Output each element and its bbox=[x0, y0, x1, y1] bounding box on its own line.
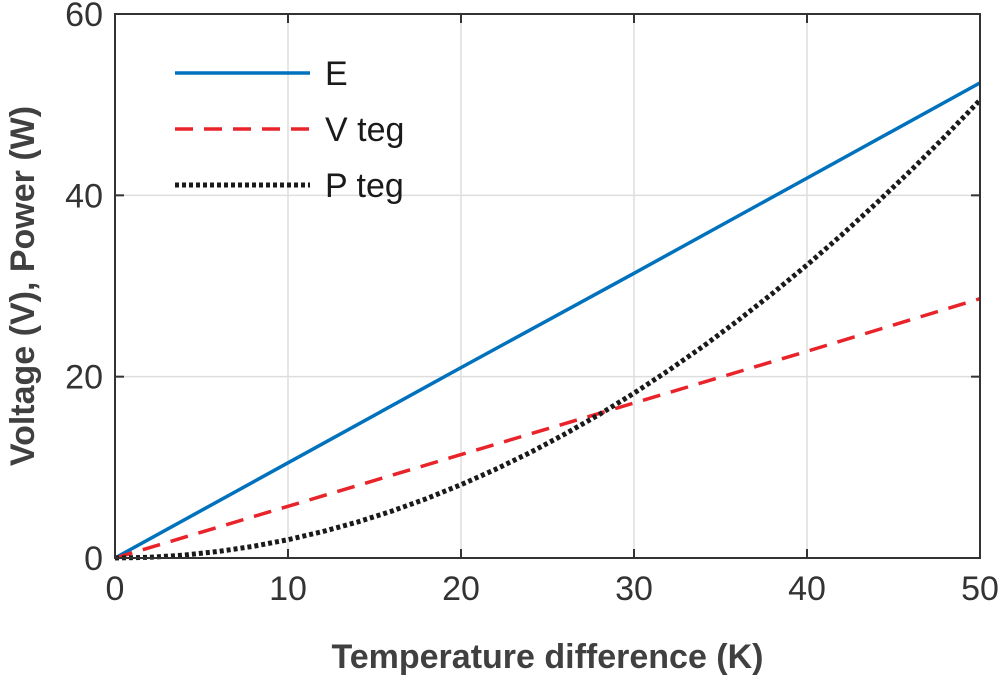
series-line-v-teg bbox=[114, 297, 981, 560]
y-tick-label: 20 bbox=[65, 359, 103, 397]
legend-label: E bbox=[325, 55, 348, 93]
axis-ticks: 0 10 20 30 40 50 0 20 40 60 bbox=[65, 0, 999, 608]
x-axis-title: Temperature difference (K) bbox=[331, 638, 763, 676]
x-tick-label: 0 bbox=[106, 570, 125, 608]
series-line-e bbox=[114, 81, 981, 560]
x-tick-label: 20 bbox=[442, 570, 480, 608]
y-axis-title: Voltage (V), Power (W) bbox=[4, 106, 42, 466]
y-tick-label: 60 bbox=[65, 0, 103, 34]
plot-area-frame bbox=[114, 13, 981, 559]
grid bbox=[115, 14, 980, 558]
y-tick-label: 0 bbox=[84, 540, 103, 578]
x-tick-label: 40 bbox=[788, 570, 826, 608]
legend-label: P teg bbox=[325, 167, 404, 205]
series-lines bbox=[114, 81, 982, 561]
x-tick-label: 30 bbox=[615, 570, 653, 608]
y-tick-label: 40 bbox=[65, 177, 103, 215]
series-line-p-teg bbox=[114, 98, 982, 561]
legend: E V teg P teg bbox=[175, 55, 404, 205]
x-tick-label: 50 bbox=[961, 570, 999, 608]
x-tick-label: 10 bbox=[269, 570, 307, 608]
legend-label: V teg bbox=[325, 111, 404, 149]
